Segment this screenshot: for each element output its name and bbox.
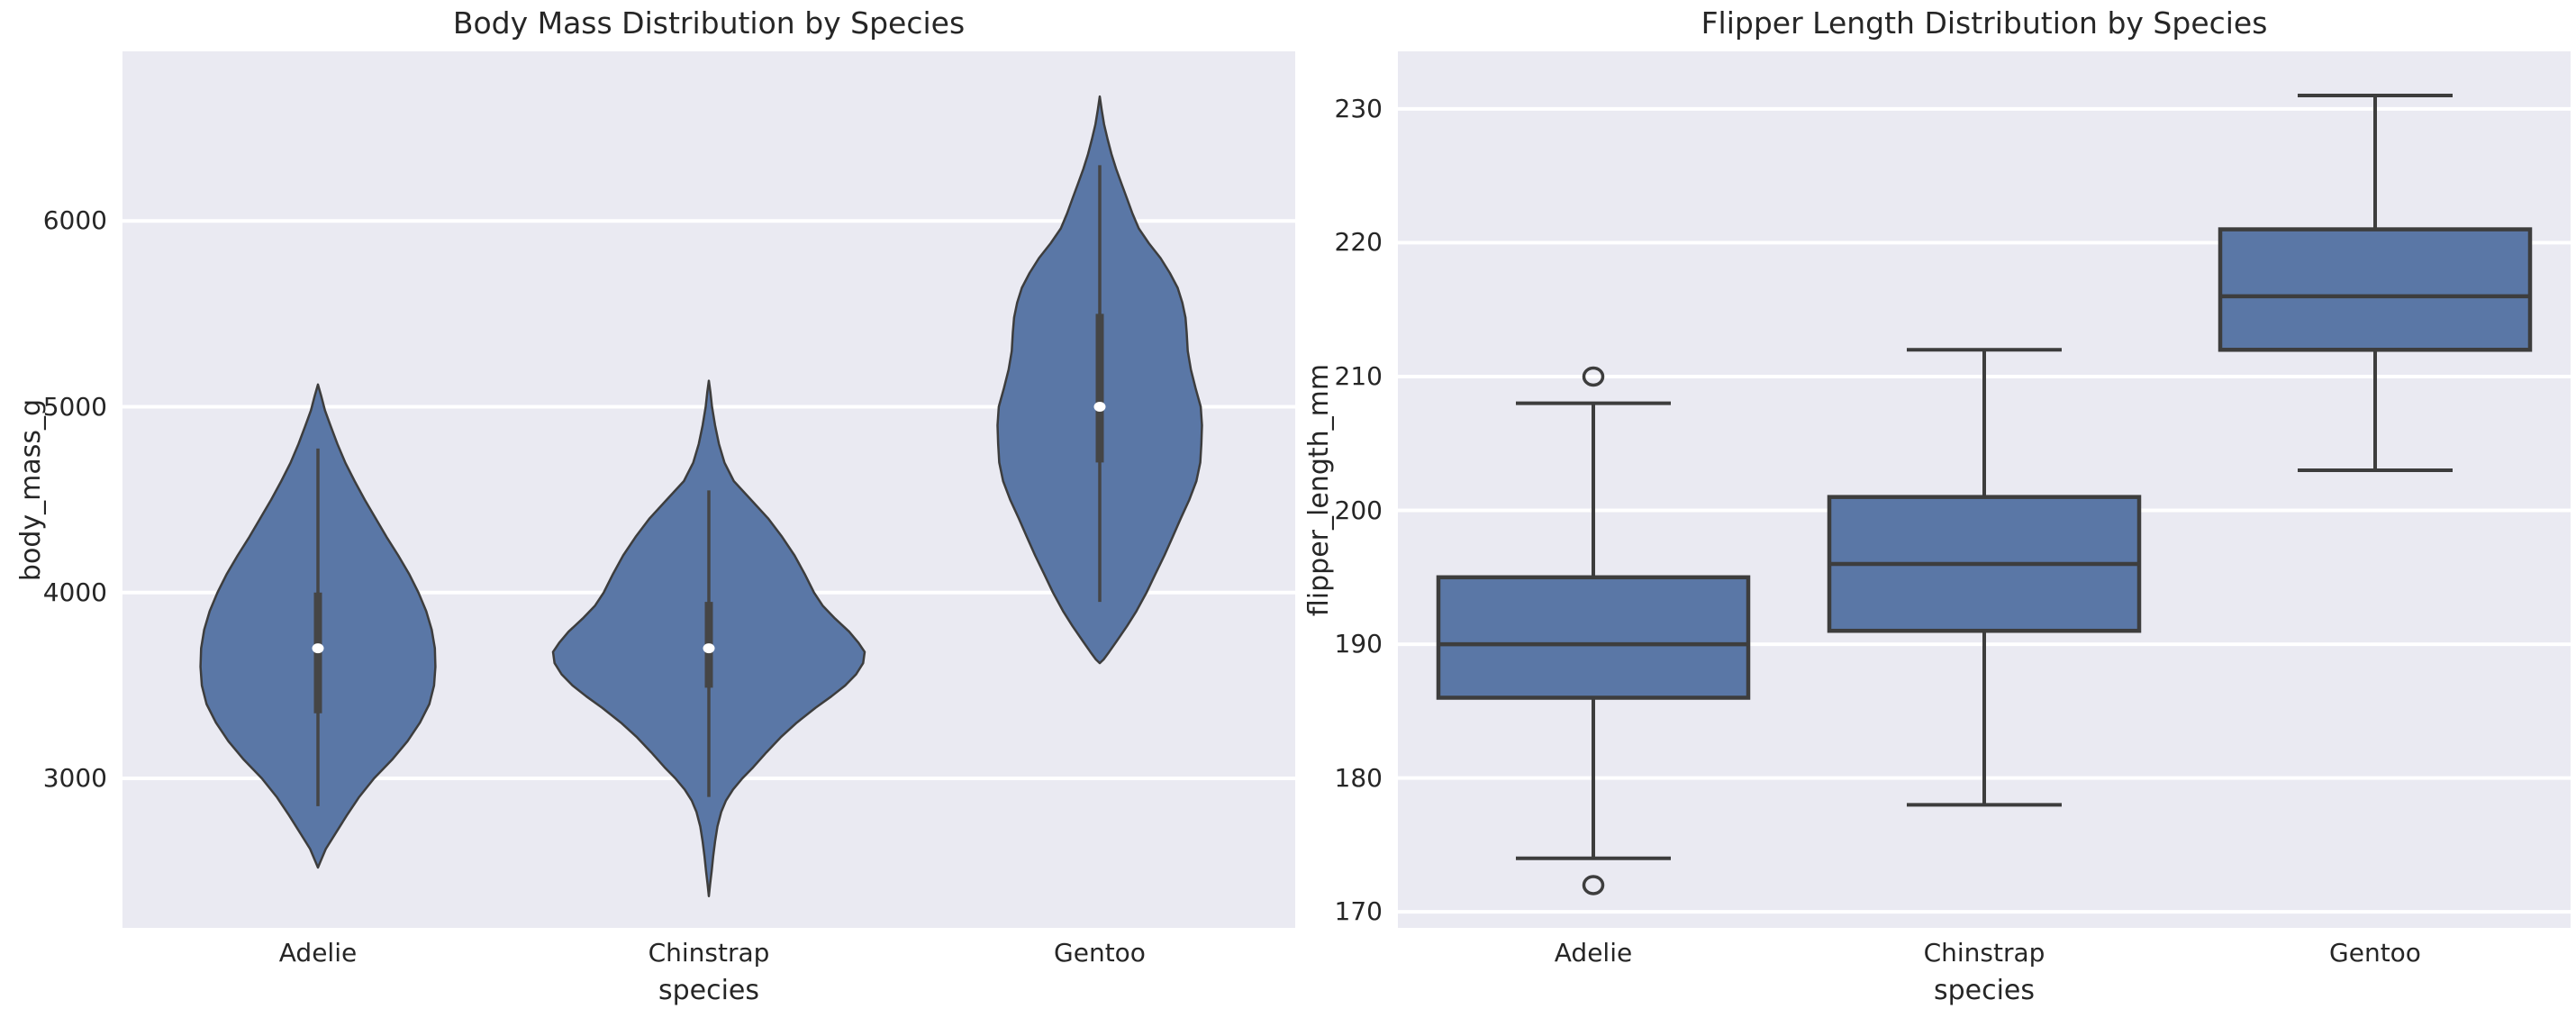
violin-gentoo [996, 95, 1203, 665]
outlier-point [1582, 366, 1605, 387]
y-tick-label: 170 [1334, 896, 1383, 926]
y-tick-label: 210 [1334, 361, 1383, 391]
y-tick-label: 190 [1334, 629, 1383, 659]
violin-median-dot [1093, 402, 1106, 413]
outlier-point [1582, 875, 1605, 895]
box-x-axis-label: species [1933, 975, 2036, 1006]
violin-chinstrap [551, 379, 866, 897]
y-tick-label: 3000 [42, 763, 107, 793]
violin-median-dot [312, 643, 324, 654]
y-tick-label: 230 [1334, 94, 1383, 123]
x-tick-label: Chinstrap [1923, 938, 2045, 968]
box-chart-title: Flipper Length Distribution by Species [1701, 5, 2268, 41]
box-body [1436, 575, 1751, 700]
violin-chart-title: Body Mass Distribution by Species [452, 5, 966, 41]
violin-plot-axes [122, 51, 1295, 928]
violin-y-axis-label: body_mass_g [15, 398, 47, 582]
violin-adelie [199, 383, 437, 869]
y-tick-label: 5000 [42, 392, 107, 422]
y-tick-label: 6000 [42, 205, 107, 235]
violin-plot-canvas [122, 95, 1295, 897]
y-tick-label: 220 [1334, 227, 1383, 257]
box-body [2218, 227, 2533, 352]
x-tick-label: Gentoo [1054, 938, 1146, 968]
box-plot-axes [1398, 51, 2571, 928]
violin-median-dot [703, 643, 715, 654]
box-gentoo [2218, 94, 2533, 472]
y-tick-label: 4000 [42, 577, 107, 607]
y-tick-label: 180 [1334, 763, 1383, 793]
x-tick-label: Adelie [278, 938, 358, 968]
y-tick-label: 200 [1334, 495, 1383, 525]
violin-x-axis-label: species [658, 975, 760, 1006]
x-tick-label: Adelie [1554, 938, 1633, 968]
x-tick-label: Gentoo [2329, 938, 2421, 968]
box-plot-canvas [1398, 94, 2571, 914]
x-tick-label: Chinstrap [648, 938, 770, 968]
box-chinstrap [1827, 348, 2142, 807]
box-adelie [1436, 366, 1751, 895]
